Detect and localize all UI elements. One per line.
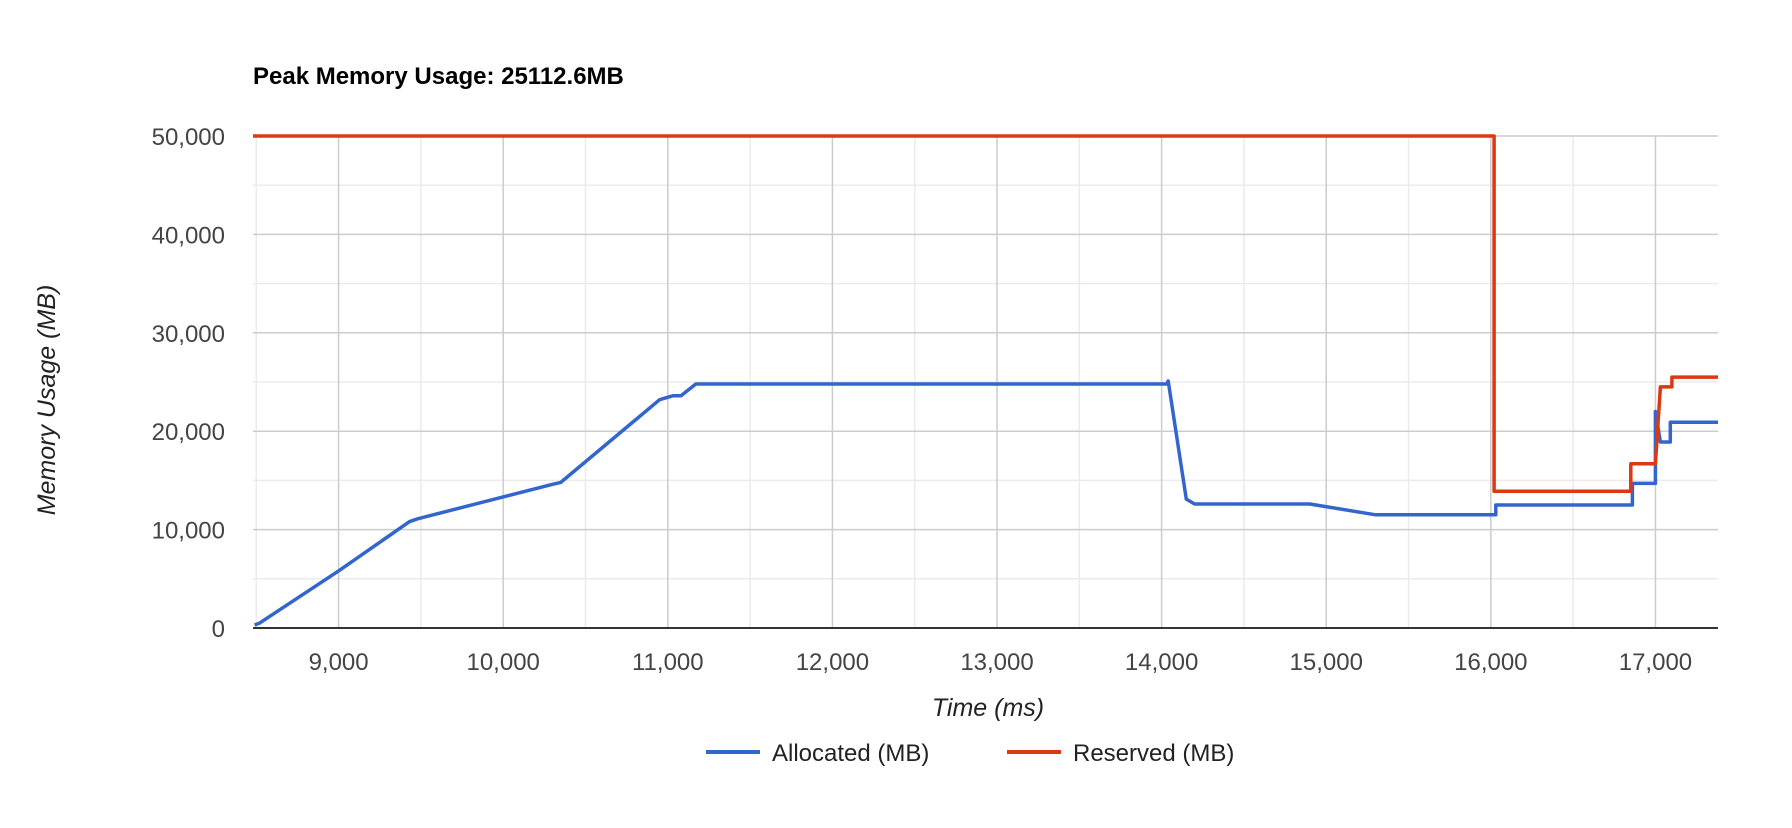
major-gridlines bbox=[253, 135, 1718, 628]
chart-title: Peak Memory Usage: 25112.6MB bbox=[253, 63, 624, 90]
y-tick-label: 30,000 bbox=[152, 321, 225, 348]
x-tick-label: 15,000 bbox=[1290, 649, 1363, 676]
x-tick-label: 14,000 bbox=[1125, 649, 1198, 676]
series-layer bbox=[253, 134, 1718, 627]
series-line-0 bbox=[253, 379, 1718, 627]
x-tick-label: 9,000 bbox=[309, 649, 369, 676]
x-tick-label: 11,000 bbox=[632, 649, 704, 676]
x-tick-label: 16,000 bbox=[1454, 649, 1527, 676]
y-tick-label: 50,000 bbox=[152, 124, 225, 151]
legend: Allocated (MB) Reserved (MB) bbox=[706, 740, 1234, 767]
x-tick-label: 10,000 bbox=[466, 649, 539, 676]
minor-gridlines bbox=[253, 136, 1718, 628]
legend-label-0: Allocated (MB) bbox=[772, 740, 929, 767]
y-tick-label: 0 bbox=[212, 616, 225, 643]
y-axis-tick-labels: 0 10,000 20,000 30,000 40,000 50,000 bbox=[152, 124, 225, 643]
y-tick-label: 10,000 bbox=[152, 518, 225, 545]
x-tick-label: 12,000 bbox=[796, 649, 869, 676]
series-line-1 bbox=[253, 134, 1718, 493]
legend-label-1: Reserved (MB) bbox=[1073, 740, 1234, 767]
x-axis-title: Time (ms) bbox=[932, 694, 1044, 722]
x-tick-label: 13,000 bbox=[960, 649, 1033, 676]
y-tick-label: 40,000 bbox=[152, 222, 225, 249]
x-axis-tick-labels: 9,000 10,000 11,000 12,000 13,000 14,000 15,00… bbox=[309, 649, 1693, 676]
y-tick-label: 20,000 bbox=[152, 419, 225, 446]
y-axis-title: Memory Usage (MB) bbox=[33, 285, 61, 516]
x-tick-label: 17,000 bbox=[1619, 649, 1692, 676]
